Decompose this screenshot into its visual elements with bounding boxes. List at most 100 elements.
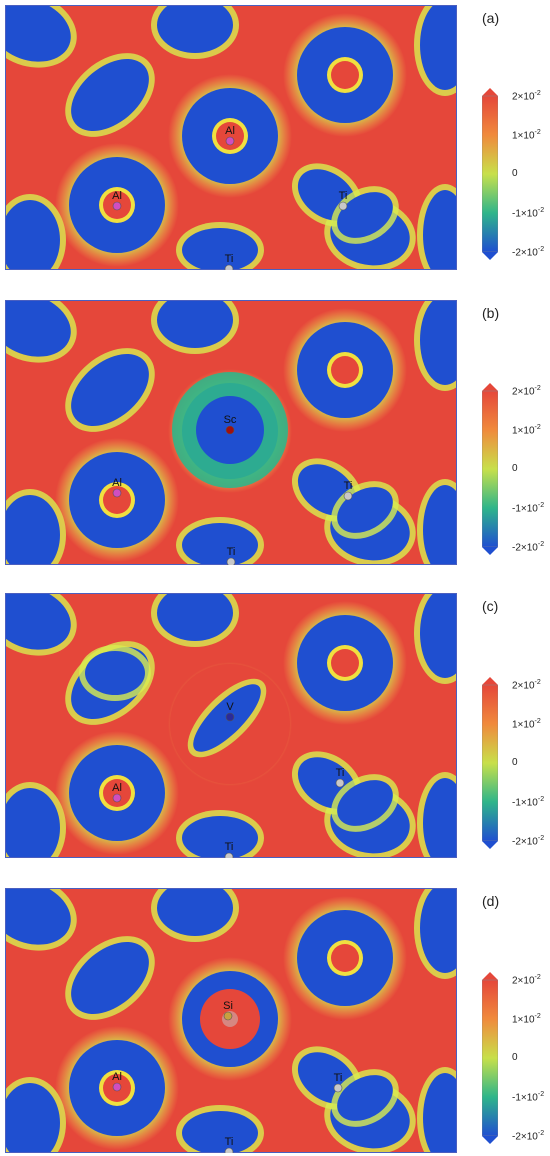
colorbar-tick-label: 1×10-2	[512, 129, 541, 142]
blue-lobe	[71, 941, 149, 1015]
atom-ti: Ti	[224, 841, 234, 858]
atom-sphere	[226, 557, 236, 565]
panel-label: (d)	[482, 893, 500, 909]
density-map-svg: Sc Al Ti Ti	[5, 300, 457, 565]
atom-label: Ti	[339, 190, 348, 202]
blue-lobe	[420, 5, 457, 90]
charge-density-map-a: Al Al Ti Ti	[5, 5, 457, 270]
blue-lobe	[5, 300, 71, 357]
colorbar-tick-label: 1×10-2	[512, 1013, 541, 1026]
colorbar	[481, 677, 499, 849]
colorbar-tick-label: -2×10-2	[512, 246, 545, 259]
charge-density-map-c: V Al Ti Ti	[5, 593, 457, 858]
atom-label: V	[226, 701, 234, 713]
colorbar-svg	[481, 383, 499, 555]
atom-sphere	[335, 778, 345, 788]
colorbar-tick-label: 0	[512, 463, 518, 474]
atom-ti: Ti	[226, 546, 236, 565]
blue-lobe	[5, 1083, 60, 1153]
colorbar-tick-label: 2×10-2	[512, 679, 541, 692]
blue-lobe	[71, 353, 149, 427]
blue-lobe	[423, 485, 457, 565]
density-map-svg: Si Al Ti Ti	[5, 888, 457, 1153]
blue-lobe	[337, 192, 393, 238]
atom-ti: Ti	[339, 190, 348, 211]
blue-lobe	[85, 651, 145, 695]
atom-label: Ti	[225, 1136, 234, 1148]
atom-al: Al	[112, 477, 122, 498]
colorbar-tick-label: 2×10-2	[512, 90, 541, 103]
colorbar-max-arrow	[482, 383, 498, 391]
blue-lobe	[337, 1075, 393, 1121]
atom-sphere	[225, 136, 235, 146]
colorbar	[481, 383, 499, 555]
atom-sphere	[112, 793, 122, 803]
atom-label: Ti	[225, 841, 234, 853]
atom-label: Ti	[225, 253, 234, 265]
blue-lobe	[5, 495, 60, 565]
atom-sphere	[343, 491, 353, 501]
atom-label: Al	[112, 782, 122, 794]
atom-sphere	[112, 1082, 122, 1092]
blue-lobe	[182, 523, 258, 565]
blue-lobe	[157, 300, 233, 348]
density-features	[5, 888, 457, 1153]
colorbar-min-arrow	[482, 547, 498, 555]
blue-lobe	[5, 5, 71, 62]
atom-sphere	[224, 1147, 234, 1153]
colorbar-max-arrow	[482, 677, 498, 685]
blue-lobe	[157, 593, 233, 641]
colorbar-tick-label: 2×10-2	[512, 974, 541, 987]
charge-density-map-d: Si Al Ti Ti	[5, 888, 457, 1153]
atom-ti: Ti	[224, 1136, 234, 1153]
colorbar-gradient	[481, 979, 499, 1137]
colorbar-max-arrow	[482, 972, 498, 980]
atom-label: Ti	[344, 480, 353, 492]
atom-label: Al	[112, 1071, 122, 1083]
atom-al: Al	[112, 1071, 122, 1092]
blue-lobe	[71, 58, 149, 132]
colorbar-gradient	[481, 95, 499, 253]
blue-lobe	[337, 780, 393, 826]
blue-lobe	[423, 778, 457, 858]
colorbar-min-arrow	[482, 252, 498, 260]
colorbar-tick-label: 1×10-2	[512, 718, 541, 731]
blue-lobe	[5, 593, 71, 650]
colorbar-gradient	[481, 390, 499, 548]
blue-lobe	[157, 5, 233, 53]
atom-sphere	[225, 425, 235, 435]
density-features	[5, 5, 457, 270]
atom-al: Al	[112, 782, 122, 803]
panel-label: (b)	[482, 305, 500, 321]
atom-ti: Ti	[225, 253, 234, 270]
blue-lobe	[420, 593, 457, 678]
atom-label: Sc	[224, 414, 237, 426]
blue-lobe	[157, 888, 233, 936]
blue-lobe	[182, 228, 258, 270]
colorbar-svg	[481, 972, 499, 1144]
atom-ti: Ti	[334, 1072, 343, 1093]
blue-lobe	[423, 190, 457, 270]
charge-density-map-b: Sc Al Ti Ti	[5, 300, 457, 565]
atom-label: Si	[223, 1000, 233, 1012]
atom-sphere	[112, 201, 122, 211]
atom-v: V	[225, 701, 235, 722]
atom-ti: Ti	[343, 480, 353, 501]
atom-al: Al	[225, 125, 235, 146]
atom-label: Ti	[227, 546, 236, 558]
colorbar-tick-label: -1×10-2	[512, 207, 545, 220]
colorbar-tick-label: 2×10-2	[512, 385, 541, 398]
atom-sphere	[225, 712, 235, 722]
colorbar	[481, 88, 499, 260]
colorbar-min-arrow	[482, 841, 498, 849]
atom-sc: Sc	[224, 414, 237, 435]
colorbar-svg	[481, 88, 499, 260]
colorbar-tick-label: -1×10-2	[512, 502, 545, 515]
colorbar-svg	[481, 677, 499, 849]
colorbar-max-arrow	[482, 88, 498, 96]
atom-sphere	[224, 852, 234, 858]
atom-label: Al	[112, 190, 122, 202]
colorbar-tick-label: 0	[512, 168, 518, 179]
density-map-svg: V Al Ti Ti	[5, 593, 457, 858]
atom-label: Ti	[334, 1072, 343, 1084]
